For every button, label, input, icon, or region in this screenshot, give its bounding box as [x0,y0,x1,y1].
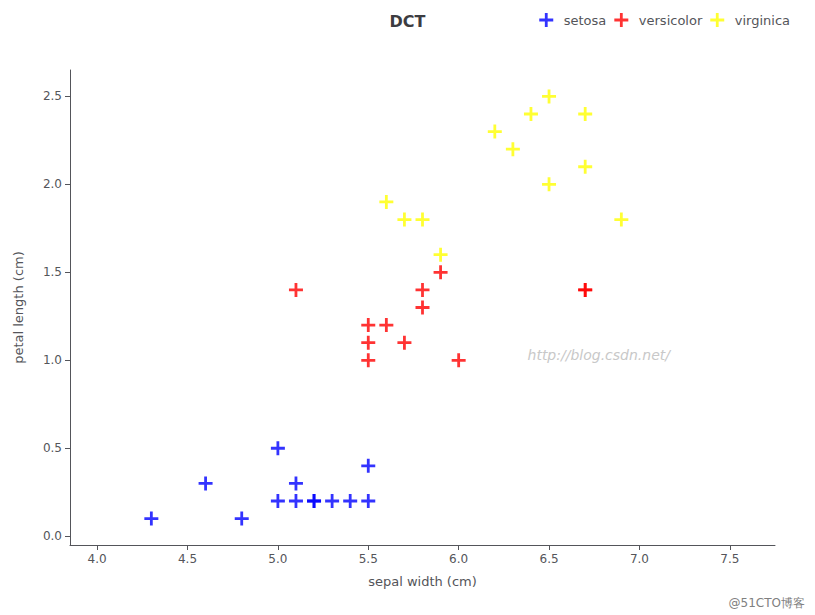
svg-text:@51CTO博客: @51CTO博客 [729,596,805,610]
svg-text:virginica: virginica [735,13,790,28]
svg-text:5.5: 5.5 [359,552,378,566]
svg-text:sepal width (cm): sepal width (cm) [368,574,477,589]
svg-text:1.5: 1.5 [43,265,62,279]
svg-text:6.5: 6.5 [539,552,558,566]
svg-text:5.0: 5.0 [268,552,287,566]
svg-text:2.5: 2.5 [43,89,62,103]
svg-text:2.0: 2.0 [43,177,62,191]
svg-text:versicolor: versicolor [639,13,703,28]
svg-text:0.0: 0.0 [43,529,62,543]
svg-text:4.0: 4.0 [88,552,107,566]
svg-text:http://blog.csdn.net/: http://blog.csdn.net/ [528,347,672,363]
svg-text:4.5: 4.5 [178,552,197,566]
svg-text:setosa: setosa [564,13,607,28]
svg-text:DCT: DCT [390,12,426,31]
svg-text:petal length (cm): petal length (cm) [11,251,26,364]
svg-text:6.0: 6.0 [449,552,468,566]
svg-text:1.0: 1.0 [43,353,62,367]
svg-text:7.0: 7.0 [630,552,649,566]
svg-text:0.5: 0.5 [43,441,62,455]
svg-text:7.5: 7.5 [720,552,739,566]
